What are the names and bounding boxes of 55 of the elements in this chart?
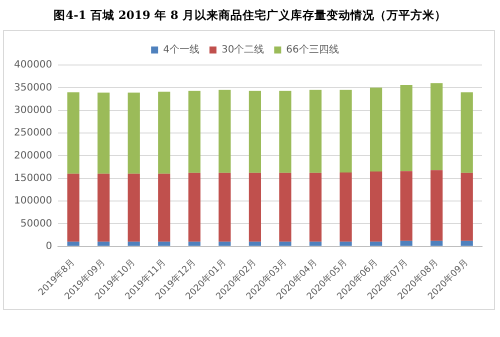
legend-label: 4个一线 — [163, 44, 200, 56]
bar — [400, 84, 412, 172]
bar — [340, 172, 352, 242]
y-tick-label: 300000 — [14, 104, 52, 116]
bar — [128, 174, 140, 242]
bar — [248, 172, 262, 242]
bar — [188, 90, 200, 173]
bar — [98, 92, 110, 174]
bar — [218, 172, 231, 242]
bar — [340, 242, 352, 246]
y-tick-label: 50000 — [20, 218, 52, 230]
bar — [158, 242, 170, 246]
bar — [460, 172, 473, 241]
bar — [370, 88, 382, 172]
bar — [430, 170, 443, 241]
bar — [67, 242, 80, 246]
y-tick-label: 150000 — [14, 172, 52, 184]
bar — [370, 242, 382, 246]
y-tick-label: 400000 — [14, 60, 52, 71]
bar — [430, 240, 443, 246]
bar — [279, 172, 292, 242]
bar — [218, 90, 231, 173]
bar — [128, 92, 140, 174]
chart-title: 图4-1 百城 2019 年 8 月以来商品住宅广义库存量变动情况（万平方米） — [52, 7, 448, 24]
bar — [188, 242, 200, 246]
bar — [218, 242, 231, 246]
bar — [67, 92, 80, 174]
bar — [98, 242, 110, 246]
bar — [460, 92, 473, 173]
bar — [460, 240, 473, 246]
bar — [248, 242, 262, 246]
bar — [158, 174, 170, 242]
bar — [430, 83, 443, 170]
y-tick-label: 0 — [46, 240, 52, 252]
bar — [370, 172, 382, 242]
legend-label: 30个二线 — [221, 44, 264, 56]
legend-label: 66个三四线 — [286, 44, 339, 56]
y-tick-label: 350000 — [14, 82, 52, 94]
bar — [188, 172, 200, 242]
bar — [309, 90, 322, 173]
bar — [248, 90, 262, 173]
bar — [279, 90, 292, 173]
bar — [67, 174, 80, 242]
bar — [400, 171, 412, 241]
y-tick-label: 250000 — [14, 128, 52, 139]
bar — [279, 242, 292, 246]
bar — [158, 92, 170, 174]
bar — [98, 174, 110, 242]
bar — [309, 242, 322, 246]
y-tick-label: 100000 — [14, 196, 52, 207]
bar — [400, 240, 412, 246]
bar — [309, 172, 322, 242]
y-tick-label: 200000 — [14, 150, 52, 162]
bar — [340, 90, 352, 172]
bar — [128, 242, 140, 246]
